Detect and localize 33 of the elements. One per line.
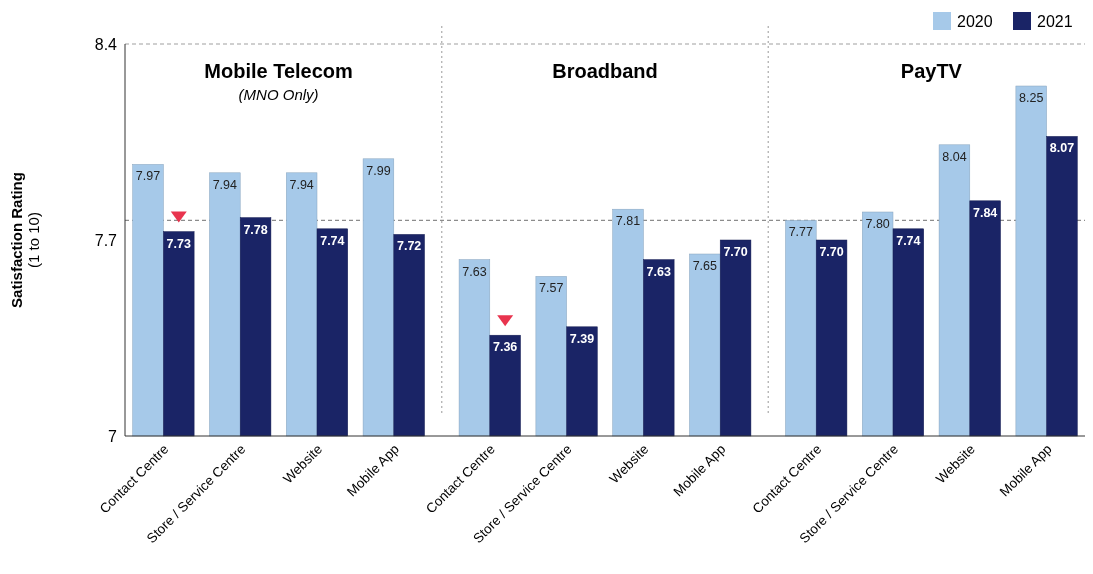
y-axis-title: Satisfaction Rating (1 to 10) (8, 172, 42, 308)
y-tick-label: 8.4 (94, 35, 118, 53)
data-label: 7.74 (320, 233, 345, 248)
data-label: 7.70 (723, 245, 748, 259)
data-label: 7.84 (972, 205, 998, 220)
data-label: 7.80 (865, 217, 890, 231)
data-label: 7.74 (896, 233, 921, 248)
legend-label: 2021 (1037, 12, 1073, 30)
data-label: 7.39 (569, 331, 595, 346)
data-label: 7.63 (462, 264, 487, 279)
data-label: 7.65 (692, 259, 718, 273)
legend-label: 2020 (957, 12, 993, 30)
annotation: Broadband (552, 60, 658, 82)
y-tick-label: 7.7 (94, 231, 118, 249)
data-label: 7.36 (492, 340, 518, 355)
annotation: Mobile Telecom (MNO Only) (204, 60, 353, 103)
data-label: 7.57 (539, 281, 564, 296)
data-label: 7.77 (788, 225, 814, 240)
y-tick-label: 7 (108, 427, 118, 445)
data-label: 7.70 (819, 245, 844, 259)
data-label: 7.73 (166, 236, 191, 251)
data-label: 7.63 (646, 264, 671, 279)
data-label: 7.99 (366, 163, 391, 178)
data-label: 7.94 (212, 177, 238, 192)
data-label: 7.94 (289, 177, 314, 192)
data-label: 7.81 (615, 214, 641, 229)
annotation: PayTV (900, 60, 963, 82)
data-label: 8.04 (942, 149, 967, 164)
data-label: 7.78 (243, 222, 268, 237)
data-label: 8.25 (1019, 91, 1044, 105)
data-label: 7.97 (135, 169, 161, 184)
data-label: 7.72 (396, 239, 422, 254)
data-label: 8.07 (1049, 141, 1075, 156)
